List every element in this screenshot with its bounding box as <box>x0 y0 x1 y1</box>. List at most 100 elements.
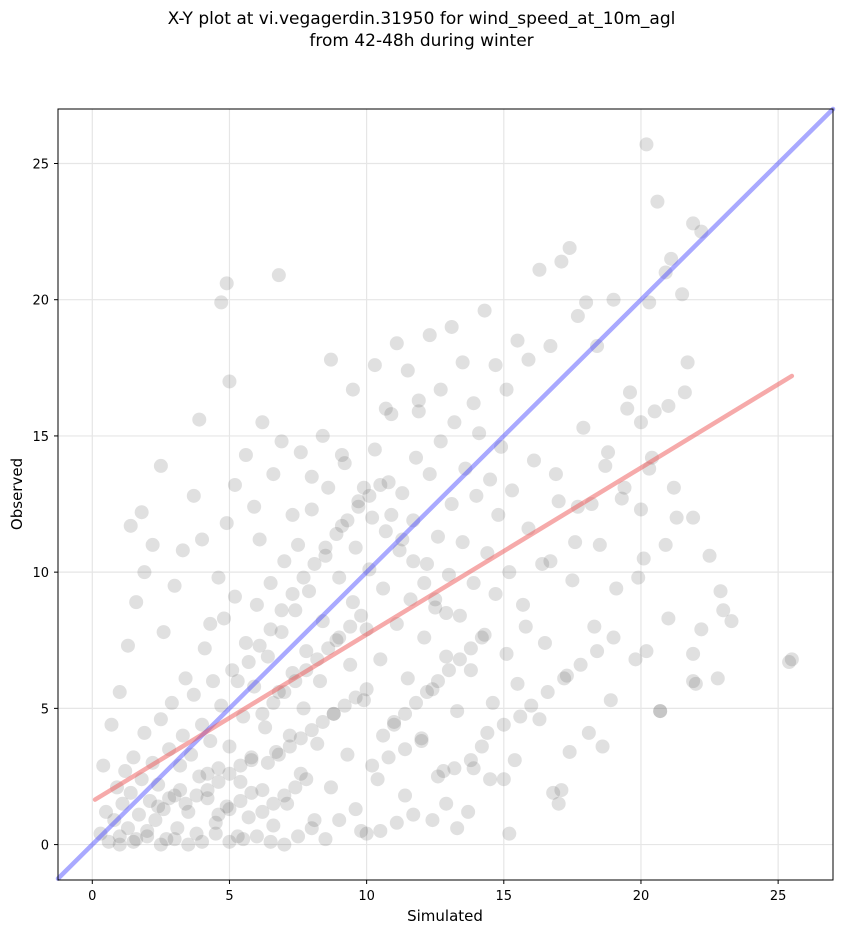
data-point <box>233 758 248 773</box>
regression-line <box>92 373 795 802</box>
data-point <box>236 832 251 847</box>
data-point <box>200 791 215 806</box>
data-point <box>252 638 267 653</box>
data-point <box>546 785 561 800</box>
data-point <box>148 813 163 828</box>
y-tick-label: 25 <box>32 157 49 172</box>
data-point <box>524 698 539 713</box>
data-point <box>406 807 421 822</box>
data-point <box>400 363 415 378</box>
data-point <box>332 813 347 828</box>
data-point <box>551 796 566 811</box>
data-point <box>288 780 303 795</box>
data-point <box>271 268 286 283</box>
data-point <box>340 747 355 762</box>
data-point <box>192 412 207 427</box>
data-point <box>249 829 264 844</box>
data-point <box>403 592 418 607</box>
data-point <box>601 445 616 460</box>
data-point <box>590 339 605 354</box>
data-point <box>340 513 355 528</box>
data-point <box>315 428 330 443</box>
data-point <box>439 649 454 664</box>
data-point <box>318 548 333 563</box>
data-point <box>450 704 465 719</box>
data-point <box>576 420 591 435</box>
data-point <box>395 486 410 501</box>
data-point <box>441 567 456 582</box>
data-point <box>123 518 138 533</box>
data-point <box>373 823 388 838</box>
data-point <box>458 461 473 476</box>
data-point <box>126 750 141 765</box>
data-point <box>537 635 552 650</box>
data-point <box>463 641 478 656</box>
y-axis-label: Observed <box>8 458 26 530</box>
data-point <box>452 608 467 623</box>
data-point <box>120 638 135 653</box>
data-point <box>581 725 596 740</box>
data-point <box>93 826 108 841</box>
data-point <box>414 731 429 746</box>
data-point <box>315 614 330 629</box>
data-point <box>664 251 679 266</box>
data-point <box>395 532 410 547</box>
data-point <box>425 682 440 697</box>
data-point <box>642 295 657 310</box>
data-point <box>724 614 739 629</box>
data-point <box>502 826 517 841</box>
data-point <box>499 382 514 397</box>
data-point <box>241 810 256 825</box>
data-point <box>505 483 520 498</box>
plot-frame <box>57 108 834 881</box>
data-point <box>238 635 253 650</box>
data-point <box>483 472 498 487</box>
data-point <box>694 224 709 239</box>
data-point <box>559 668 574 683</box>
data-point <box>359 826 374 841</box>
data-point <box>241 655 256 670</box>
data-point <box>425 813 440 828</box>
data-point <box>129 595 144 610</box>
axis-ticks: 0 5 10 15 20 25 0 5 10 15 20 25 <box>32 157 786 904</box>
data-point <box>123 785 138 800</box>
data-point <box>447 415 462 430</box>
data-point <box>595 739 610 754</box>
data-point <box>411 393 426 408</box>
data-point <box>387 714 402 729</box>
data-point <box>115 796 130 811</box>
data-point <box>710 671 725 686</box>
data-point <box>675 287 690 302</box>
data-point <box>354 608 369 623</box>
data-point <box>244 750 259 765</box>
x-tick-label: 5 <box>225 889 233 904</box>
data-point <box>568 535 583 550</box>
data-point <box>472 426 487 441</box>
data-point <box>271 747 286 762</box>
data-point <box>365 510 380 525</box>
data-point <box>266 818 281 833</box>
data-point <box>323 352 338 367</box>
data-point <box>639 137 654 152</box>
data-point <box>387 717 402 732</box>
data-point <box>304 469 319 484</box>
data-point <box>422 467 437 482</box>
data-point <box>252 532 267 547</box>
data-point <box>277 837 292 852</box>
data-point <box>348 540 363 555</box>
data-point <box>430 529 445 544</box>
data-point <box>639 644 654 659</box>
data-point <box>367 442 382 457</box>
data-point <box>494 439 509 454</box>
data-point <box>167 578 182 593</box>
data-point <box>277 554 292 569</box>
data-point <box>195 717 210 732</box>
data-point <box>178 796 193 811</box>
data-point <box>192 769 207 784</box>
one-to-one-line <box>55 106 836 881</box>
data-point <box>381 475 396 490</box>
data-point <box>389 815 404 830</box>
data-point <box>702 548 717 563</box>
data-point <box>474 739 489 754</box>
data-point <box>628 652 643 667</box>
